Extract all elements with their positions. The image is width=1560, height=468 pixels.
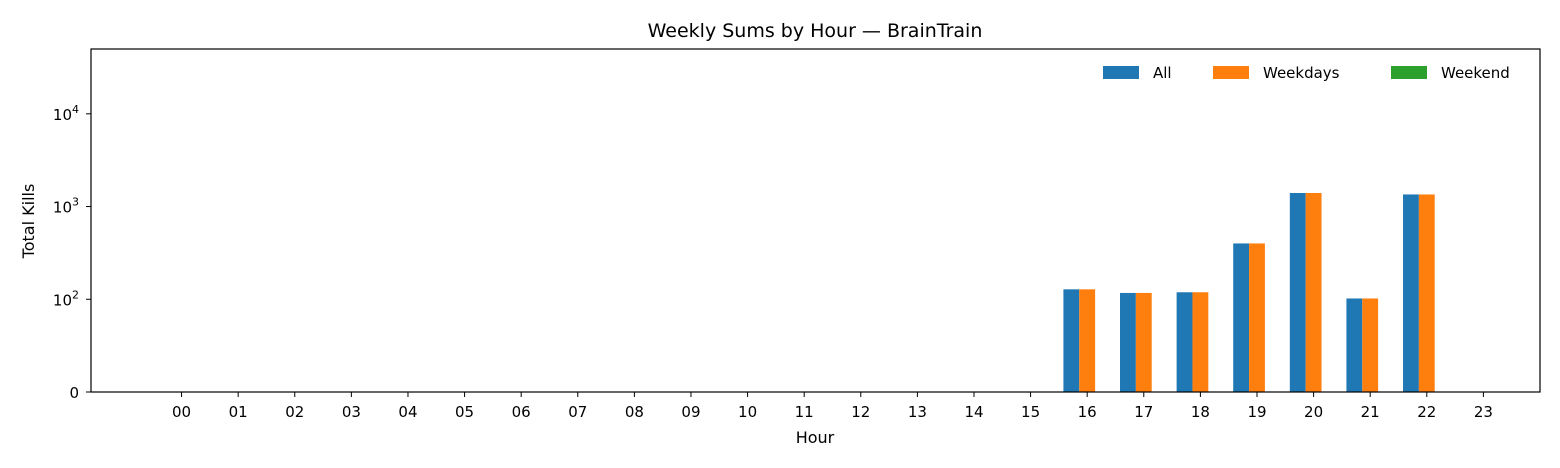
bar-all-16 (1063, 289, 1080, 392)
x-tick-label: 03 (342, 403, 361, 421)
y-tick-label: 102 (53, 288, 79, 309)
bar-weekdays-22 (1418, 194, 1435, 392)
x-tick-label: 16 (1078, 403, 1097, 421)
y-axis: 0 102 103 104 (53, 103, 91, 402)
y-tick-label: 103 (53, 196, 79, 217)
bar-weekdays-21 (1362, 298, 1379, 392)
x-tick-label: 19 (1247, 403, 1266, 421)
plot-frame (90, 48, 1541, 393)
legend-swatch-weekdays (1213, 66, 1249, 79)
x-tick-label: 06 (512, 403, 531, 421)
x-tick-label: 12 (851, 403, 870, 421)
y-tick-label: 104 (53, 103, 79, 124)
x-tick-label: 10 (738, 403, 757, 421)
bar-all-20 (1289, 192, 1306, 392)
legend-swatch-all (1103, 66, 1139, 79)
bar-weekdays-19 (1249, 243, 1265, 392)
x-tick-label: 13 (908, 403, 927, 421)
x-tick-label: 05 (455, 403, 474, 421)
legend-label-all: All (1153, 64, 1172, 82)
x-tick-label: 08 (625, 403, 644, 421)
legend-label-weekend: Weekend (1441, 64, 1510, 82)
x-axis-label: Hour (796, 428, 835, 447)
x-tick-label: 07 (568, 403, 587, 421)
y-tick-label: 0 (69, 384, 79, 402)
legend: All Weekdays Weekend (1103, 64, 1510, 82)
y-axis-label: Total Kills (19, 184, 38, 260)
x-tick-label: 09 (681, 403, 700, 421)
x-tick-label: 02 (285, 403, 304, 421)
x-tick-label: 04 (398, 403, 417, 421)
x-tick-label: 18 (1191, 403, 1210, 421)
bar-all-18 (1176, 292, 1193, 392)
legend-swatch-weekend (1391, 66, 1427, 79)
x-tick-label: 17 (1134, 403, 1153, 421)
legend-label-weekdays: Weekdays (1263, 64, 1340, 82)
x-axis: 00 01 02 03 04 05 06 07 08 09 10 11 12 13 14 15 16 17 18 19… (172, 392, 1493, 421)
bar-weekdays-18 (1192, 292, 1209, 392)
x-tick-label: 23 (1474, 403, 1493, 421)
x-tick-label: 14 (964, 403, 983, 421)
bars-group (1063, 192, 1435, 392)
x-tick-label: 20 (1304, 403, 1323, 421)
x-tick-label: 22 (1417, 403, 1436, 421)
x-tick-label: 01 (229, 403, 248, 421)
bar-all-19 (1233, 243, 1250, 392)
bar-weekdays-16 (1079, 289, 1096, 392)
bar-all-17 (1120, 292, 1136, 392)
x-tick-label: 11 (795, 403, 814, 421)
bar-weekdays-17 (1135, 292, 1152, 392)
x-tick-label: 15 (1021, 403, 1040, 421)
bar-all-22 (1403, 194, 1419, 392)
bar-weekdays-20 (1305, 192, 1322, 392)
chart-title: Weekly Sums by Hour — BrainTrain (648, 20, 983, 42)
x-tick-label: 21 (1361, 403, 1380, 421)
bar-all-21 (1346, 298, 1363, 392)
x-tick-label: 00 (172, 403, 191, 421)
